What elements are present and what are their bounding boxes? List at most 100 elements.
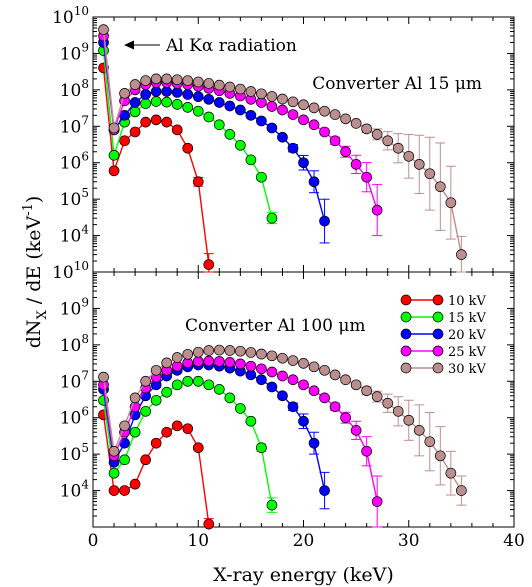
data-point bbox=[445, 197, 457, 209]
series-line bbox=[102, 414, 210, 525]
data-point bbox=[266, 499, 278, 511]
data-point bbox=[119, 420, 130, 432]
data-point bbox=[150, 73, 162, 85]
data-point bbox=[298, 379, 309, 391]
data-point bbox=[277, 390, 288, 402]
data-point bbox=[171, 124, 183, 136]
data-point bbox=[319, 485, 330, 496]
data-point bbox=[308, 102, 320, 114]
annotation-bottom: Converter Al 100 μm bbox=[185, 316, 366, 336]
y-tick-label-exponent: 6 bbox=[81, 150, 89, 164]
y-tick-label: 109 bbox=[60, 295, 89, 319]
data-point bbox=[308, 176, 320, 188]
y-axis-label: dNX / dE (keV-1) bbox=[21, 196, 50, 349]
data-point bbox=[392, 405, 404, 417]
data-point bbox=[171, 352, 183, 363]
legend-marker bbox=[400, 328, 412, 340]
data-point bbox=[277, 93, 288, 105]
y-tick-label-exponent: 9 bbox=[81, 295, 89, 309]
data-point bbox=[235, 345, 246, 357]
data-point bbox=[361, 445, 372, 457]
data-point bbox=[256, 363, 267, 375]
arrow-head bbox=[124, 40, 134, 50]
y-tick-label-base: 10 bbox=[60, 409, 82, 429]
x-tick-label: 10 bbox=[187, 531, 209, 551]
legend-marker bbox=[400, 345, 412, 357]
data-point bbox=[340, 374, 351, 386]
y-tick-label-base: 10 bbox=[60, 227, 82, 247]
data-point bbox=[203, 518, 215, 530]
data-point bbox=[245, 347, 257, 358]
y-tick-label: 105 bbox=[60, 441, 89, 465]
data-point bbox=[224, 81, 236, 93]
data-point bbox=[203, 78, 215, 89]
data-point bbox=[413, 424, 425, 436]
data-point bbox=[287, 401, 299, 413]
y-tick-label-exponent: 7 bbox=[81, 368, 89, 382]
y-tick-label: 107 bbox=[60, 113, 89, 137]
data-point bbox=[256, 115, 267, 127]
legend-label: 10 kV bbox=[448, 294, 487, 309]
legend-label: 15 kV bbox=[448, 311, 487, 326]
data-point bbox=[382, 397, 394, 409]
data-point bbox=[434, 450, 446, 462]
data-point bbox=[424, 168, 436, 180]
y-axis-label-part: dN bbox=[23, 320, 45, 349]
data-point bbox=[245, 86, 257, 97]
annotation-top: Converter Al 15 μm bbox=[312, 74, 482, 94]
series-top-2 bbox=[98, 37, 330, 244]
data-point bbox=[161, 96, 173, 108]
data-point bbox=[382, 135, 394, 147]
y-tick-label: 1010 bbox=[52, 4, 89, 28]
y-tick-label: 105 bbox=[60, 186, 89, 210]
data-point bbox=[150, 364, 162, 376]
data-point bbox=[119, 88, 130, 99]
data-point bbox=[182, 142, 194, 154]
y-tick-label-base: 10 bbox=[60, 44, 82, 64]
y-tick-label-exponent: 4 bbox=[81, 223, 89, 237]
y-tick-label: 108 bbox=[60, 332, 89, 356]
data-point bbox=[150, 86, 162, 97]
data-point bbox=[171, 420, 183, 432]
data-point bbox=[298, 358, 309, 369]
data-point bbox=[319, 105, 330, 117]
data-point bbox=[192, 346, 204, 358]
data-point bbox=[266, 101, 278, 112]
data-point bbox=[340, 412, 351, 424]
data-point bbox=[129, 97, 141, 108]
data-point bbox=[224, 345, 236, 356]
y-tick-label-base: 10 bbox=[60, 190, 82, 210]
data-point bbox=[329, 109, 341, 120]
y-axis-label-part: ) bbox=[23, 196, 45, 203]
data-point bbox=[108, 445, 120, 457]
data-point bbox=[319, 215, 330, 227]
data-point bbox=[350, 424, 362, 436]
data-point bbox=[182, 375, 194, 387]
data-point bbox=[161, 73, 173, 85]
y-tick-label-exponent: 8 bbox=[81, 332, 89, 346]
series-line bbox=[102, 42, 326, 222]
data-point bbox=[266, 122, 278, 134]
series-top-4 bbox=[98, 24, 467, 273]
data-point bbox=[140, 75, 151, 86]
data-point bbox=[329, 401, 341, 413]
series-bottom-0 bbox=[98, 409, 215, 530]
data-point bbox=[235, 403, 246, 414]
data-point bbox=[161, 386, 173, 398]
data-point bbox=[182, 102, 194, 113]
data-point bbox=[203, 379, 215, 391]
data-point bbox=[203, 111, 215, 123]
y-tick-label: 109 bbox=[60, 40, 89, 64]
data-point bbox=[140, 98, 151, 109]
data-point bbox=[298, 99, 309, 111]
data-point bbox=[277, 370, 288, 382]
series-bottom-2 bbox=[98, 359, 330, 510]
data-point bbox=[266, 212, 278, 224]
legend-marker bbox=[432, 311, 444, 323]
y-tick-label-exponent: 7 bbox=[81, 113, 89, 127]
data-point bbox=[161, 357, 173, 369]
data-point bbox=[108, 122, 120, 134]
legend-marker bbox=[400, 311, 412, 323]
y-axis-label-sup: -1 bbox=[21, 203, 36, 216]
